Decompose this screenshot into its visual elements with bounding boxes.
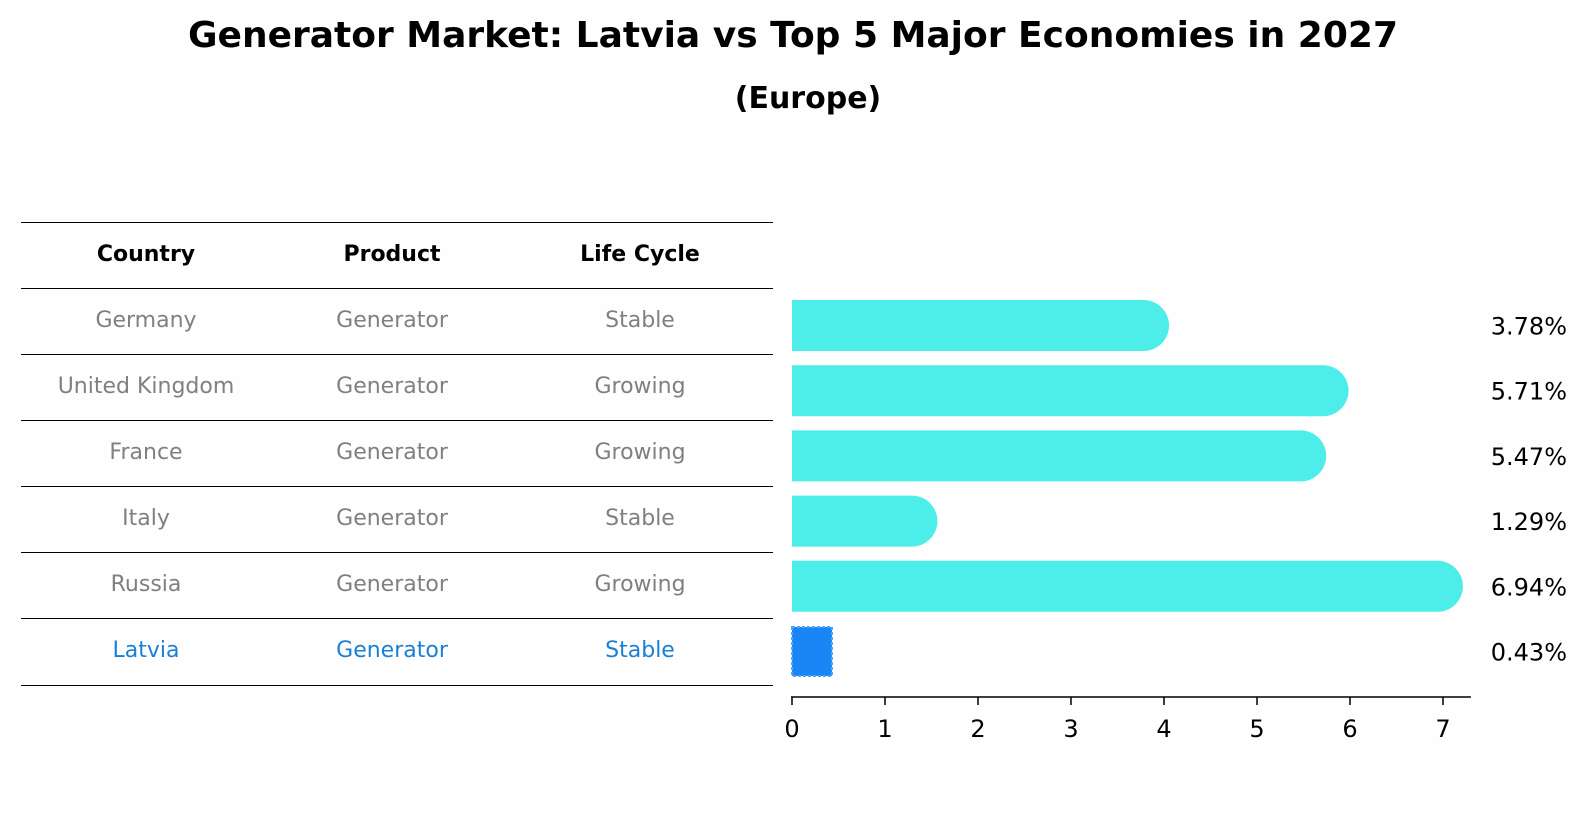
table-row: Russia Generator Growing: [21, 552, 773, 618]
table-header-row: Country Product Life Cycle: [21, 222, 773, 288]
cell-product: Generator: [336, 506, 448, 531]
value-label-united-kingdom: 5.71%: [1491, 378, 1567, 406]
x-tick-label-6: 6: [1342, 715, 1357, 743]
value-label-russia: 6.94%: [1491, 573, 1567, 601]
table-row-highlighted: Latvia Generator Stable: [21, 618, 773, 686]
bar-italy: [792, 495, 938, 547]
header-life-cycle: Life Cycle: [580, 242, 700, 267]
cell-country: Russia: [110, 572, 182, 597]
cell-life-cycle: Growing: [594, 374, 686, 399]
bar-germany: [792, 300, 1170, 351]
cell-product: Generator: [336, 308, 448, 333]
chart-subtitle: (Europe): [734, 81, 882, 116]
chart-title: Generator Market: Latvia vs Top 5 Major …: [187, 15, 1398, 56]
bar-united-kingdom: [792, 365, 1349, 417]
cell-country: France: [109, 440, 183, 465]
table-row: Italy Generator Stable: [21, 486, 773, 552]
value-label-germany: 3.78%: [1491, 313, 1567, 341]
cell-life-cycle: Growing: [594, 572, 686, 597]
cell-country: United Kingdom: [57, 374, 235, 399]
value-label-latvia: 0.43%: [1491, 639, 1567, 667]
header-product: Product: [343, 242, 441, 267]
x-tick-label-5: 5: [1249, 715, 1264, 743]
table-row: United Kingdom Generator Growing: [21, 354, 773, 420]
x-tick-label-2: 2: [970, 715, 985, 743]
table-row: France Generator Growing: [21, 420, 773, 486]
cell-country: Italy: [122, 506, 170, 531]
table-row: Germany Generator Stable: [21, 288, 773, 354]
x-tick-label-1: 1: [877, 715, 892, 743]
cell-life-cycle: Stable: [605, 506, 675, 531]
data-table: Country Product Life Cycle Germany Gener…: [21, 222, 773, 686]
cell-product: Generator: [336, 572, 448, 597]
x-tick-label-3: 3: [1063, 715, 1078, 743]
cell-country: Germany: [95, 308, 197, 333]
cell-life-cycle: Growing: [594, 440, 686, 465]
cell-life-cycle: Stable: [605, 638, 675, 663]
cell-product: Generator: [336, 374, 448, 399]
header-country: Country: [96, 242, 196, 267]
x-tick-label-4: 4: [1156, 715, 1171, 743]
value-label-france: 5.47%: [1491, 443, 1567, 471]
cell-product: Generator: [336, 440, 448, 465]
x-tick-label-7: 7: [1435, 715, 1450, 743]
bar-russia: [792, 560, 1463, 612]
cell-product: Generator: [336, 638, 448, 663]
x-tick-label-0: 0: [784, 715, 799, 743]
bar-france: [792, 430, 1327, 482]
bar-latvia: [791, 626, 833, 677]
cell-life-cycle: Stable: [605, 308, 675, 333]
value-label-italy: 1.29%: [1491, 508, 1567, 536]
cell-country: Latvia: [112, 638, 180, 663]
